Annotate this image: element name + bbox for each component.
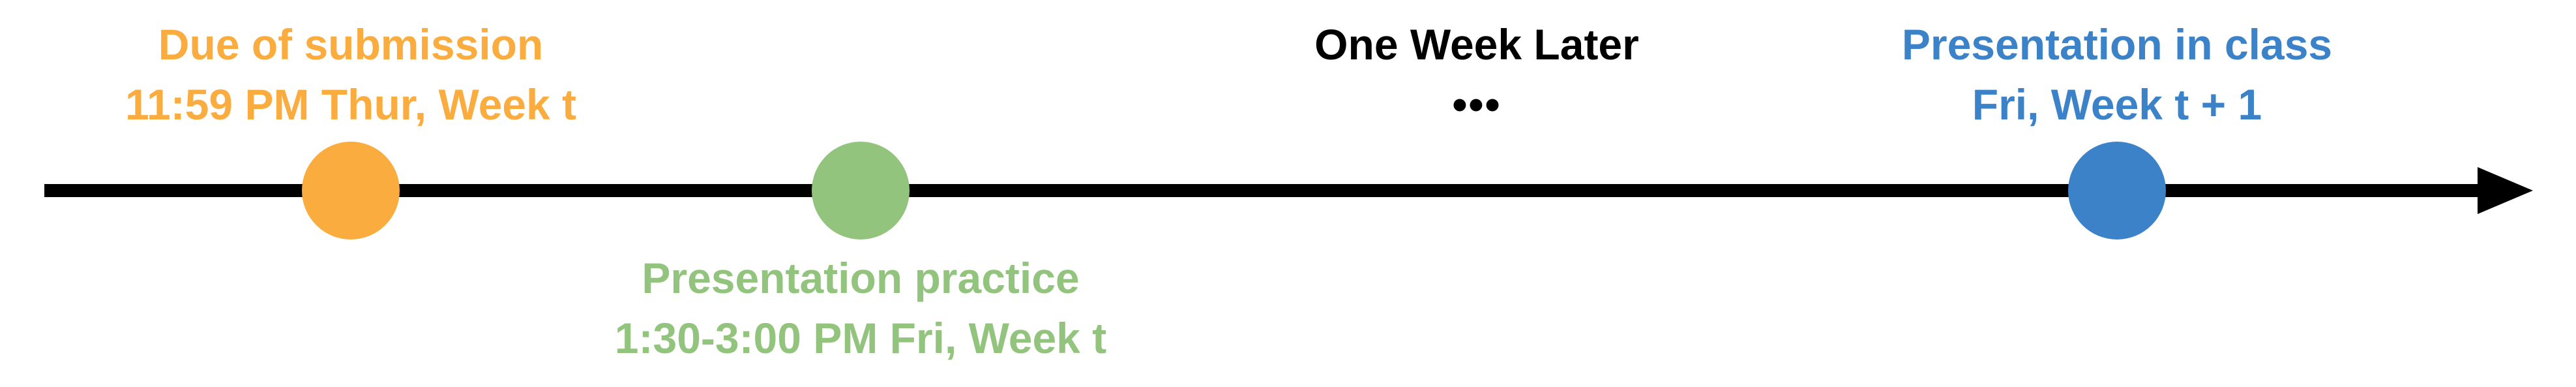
presentation-marker (2068, 142, 2166, 240)
presentation-time: Fri, Week t + 1 (1972, 80, 2262, 129)
practice-label: Presentation practice 1:30-3:00 PM Fri, … (615, 248, 1106, 368)
presentation-title: Presentation in class (1901, 20, 2333, 69)
one-week-later-label: One Week Later ••• (1314, 14, 1639, 134)
practice-time: 1:30-3:00 PM Fri, Week t (614, 314, 1107, 362)
submission-label: Due of submission 11:59 PM Thur, Week t (125, 14, 576, 134)
submission-marker (302, 142, 400, 240)
one-week-later-title: One Week Later (1314, 20, 1639, 69)
timeline-arrowhead (2478, 167, 2533, 214)
presentation-label: Presentation in class Fri, Week t + 1 (1902, 14, 2332, 134)
practice-marker (812, 142, 910, 240)
ellipsis-glyph: ••• (1452, 80, 1502, 129)
submission-time: 11:59 PM Thur, Week t (125, 80, 577, 129)
submission-title: Due of submission (158, 20, 544, 69)
practice-title: Presentation practice (642, 254, 1080, 302)
